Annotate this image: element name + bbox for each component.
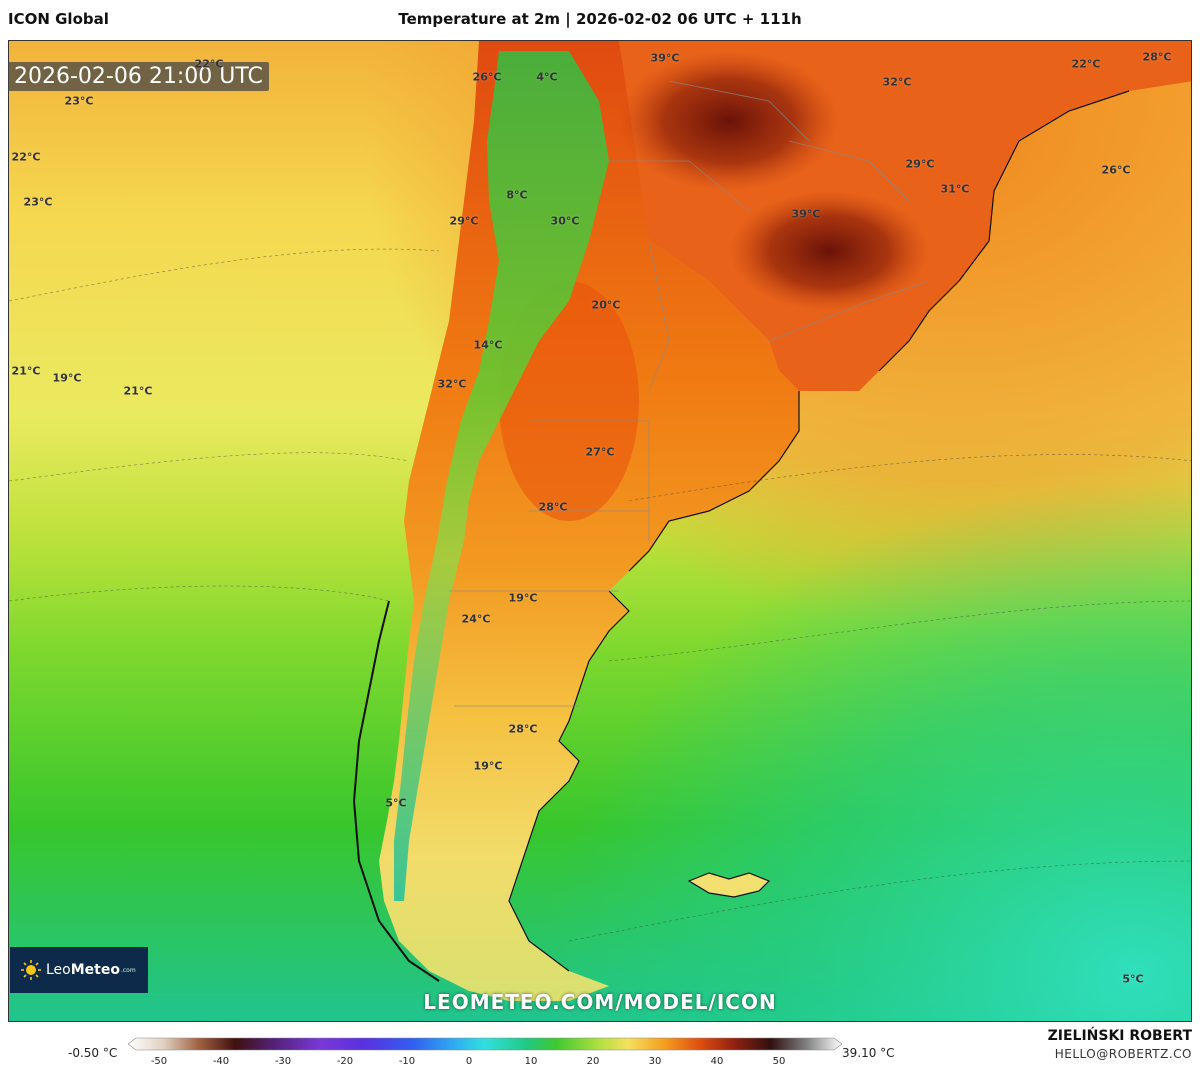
scale-tick: -40 (212, 1056, 230, 1067)
temp-label: 5°C (385, 796, 407, 810)
temp-label: 21°C (11, 364, 41, 378)
scale-tick: 10 (524, 1056, 538, 1067)
map-canvas (9, 41, 1191, 1021)
temp-label: 19°C (508, 591, 538, 605)
temp-label: 24°C (461, 612, 491, 626)
temp-label: 4°C (536, 70, 558, 84)
author-email[interactable]: HELLO@ROBERTZ.CO (1054, 1047, 1192, 1061)
temp-label: 23°C (64, 94, 94, 108)
temp-label: 23°C (23, 195, 53, 209)
temp-label: 26°C (472, 70, 502, 84)
chart-title: Temperature at 2m | 2026-02-02 06 UTC + … (398, 10, 802, 28)
sun-icon (21, 960, 41, 980)
scale-tick: 20 (586, 1056, 600, 1067)
temperature-map[interactable] (8, 40, 1192, 1022)
temp-label: 31°C (940, 182, 970, 196)
author-name: ZIELIŃSKI ROBERT (1047, 1028, 1192, 1044)
temp-label: 19°C (473, 759, 503, 773)
temp-label: 28°C (508, 722, 538, 736)
header: ICON Global Temperature at 2m | 2026-02-… (0, 0, 1200, 40)
temp-label: 22°C (11, 150, 41, 164)
logo-brand-leo: Leo (46, 962, 71, 978)
scale-min-label: -0.50 °C (68, 1046, 118, 1060)
scale-tick: -50 (150, 1056, 168, 1067)
temp-label: 22°C (194, 57, 224, 71)
temp-label: 21°C (123, 384, 153, 398)
logo-suffix: .com (120, 966, 136, 974)
model-title: ICON Global (8, 10, 109, 28)
scale-tick: -10 (398, 1056, 416, 1067)
leometeo-logo[interactable]: LeoMeteo .com (10, 947, 148, 993)
scale-tick: 0 (465, 1056, 473, 1067)
temp-label: 39°C (791, 207, 821, 221)
temp-label: 22°C (1071, 57, 1101, 71)
scale-max-label: 39.10 °C (842, 1046, 895, 1060)
temp-label: 29°C (449, 214, 479, 228)
valid-time-badge: 2026-02-06 21:00 UTC (8, 62, 269, 91)
color-scale-bar (128, 1037, 842, 1051)
temp-label: 32°C (882, 75, 912, 89)
temp-label: 30°C (550, 214, 580, 228)
temp-label: 28°C (538, 500, 568, 514)
scale-tick: 30 (648, 1056, 662, 1067)
temp-label: 14°C (473, 338, 503, 352)
temp-label: 19°C (52, 371, 82, 385)
temp-label: 28°C (1142, 50, 1172, 64)
scale-tick: 50 (772, 1056, 786, 1067)
scale-tick: -30 (274, 1056, 292, 1067)
temp-label: 8°C (506, 188, 528, 202)
temp-label: 29°C (905, 157, 935, 171)
temp-label: 32°C (437, 377, 467, 391)
logo-brand-meteo: Meteo (70, 962, 120, 978)
temp-label: 27°C (585, 445, 615, 459)
temp-label: 39°C (650, 51, 680, 65)
logo-text: LeoMeteo (46, 962, 120, 978)
scale-tick: -20 (336, 1056, 354, 1067)
temp-label: 5°C (1122, 972, 1144, 986)
scale-tick: 40 (710, 1056, 724, 1067)
temp-label: 26°C (1101, 163, 1131, 177)
temp-label: 20°C (591, 298, 621, 312)
watermark-url: LEOMETEO.COM/MODEL/ICON (423, 990, 777, 1014)
